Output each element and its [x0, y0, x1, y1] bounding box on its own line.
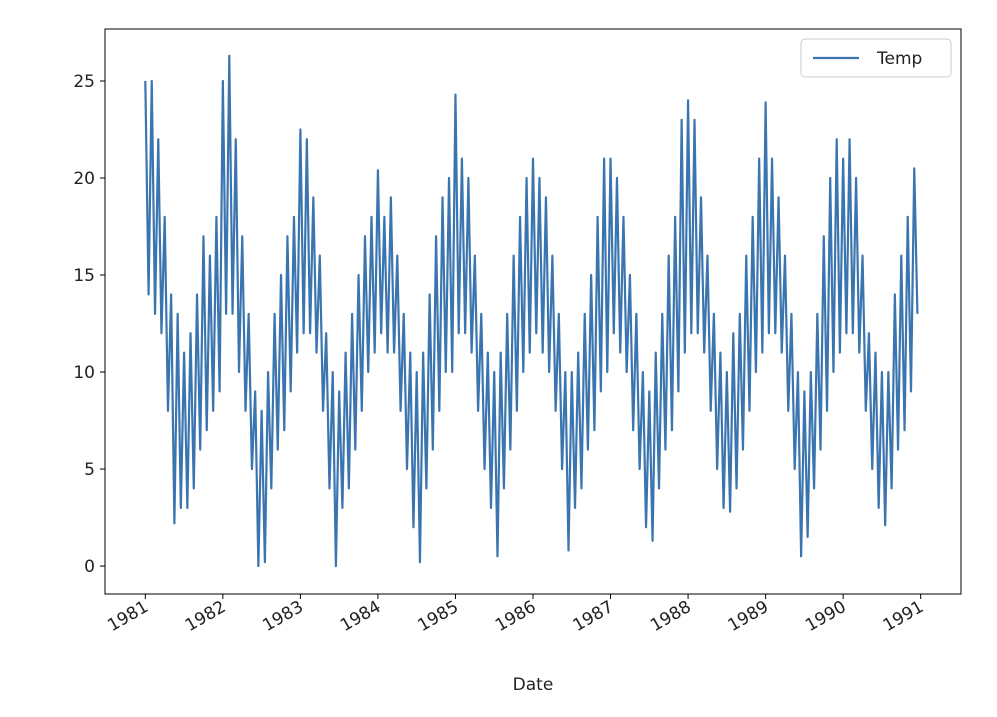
legend-frame [800, 38, 952, 78]
y-tick-label: 10 [73, 363, 95, 383]
data-line [144, 54, 919, 568]
x-axis-label: Date [513, 675, 554, 695]
x-tick-label: 1982 [182, 597, 229, 636]
y-tick-label: 5 [84, 460, 95, 480]
x-tick-label: 1981 [104, 597, 151, 636]
x-tick-label: 1991 [880, 597, 927, 636]
y-tick-label: 15 [73, 266, 95, 286]
x-tick-label: 1985 [414, 597, 461, 636]
x-tick-label: 1984 [337, 597, 384, 636]
x-tick-label: 1990 [802, 597, 849, 636]
y-tick-label: 20 [73, 169, 95, 189]
y-tick-label: 25 [73, 72, 95, 92]
legend: Temp [800, 38, 952, 78]
x-tick-label: 1988 [647, 597, 694, 636]
x-tick-label: 1986 [492, 597, 539, 636]
legend-label: Temp [876, 49, 922, 69]
x-tick-label: 1983 [259, 597, 306, 636]
y-tick-label: 0 [84, 557, 95, 577]
x-tick-label: 1989 [725, 597, 772, 636]
x-tick-label: 1987 [570, 597, 617, 636]
